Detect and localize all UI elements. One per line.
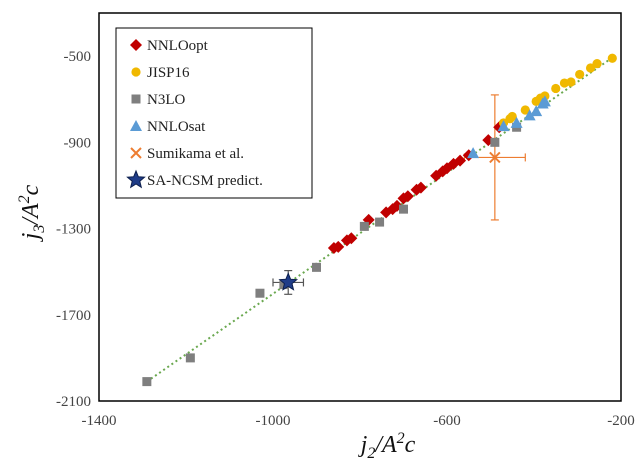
y-tick-label: -500 bbox=[64, 49, 92, 65]
y-tick-label: -1300 bbox=[56, 222, 91, 238]
legend-marker-nnlosat bbox=[130, 120, 142, 131]
nnloopt-point bbox=[454, 154, 467, 167]
y-axis-title-sub: 3 bbox=[31, 225, 48, 234]
nnlosat-point bbox=[497, 120, 510, 132]
y-axis-title-sup: 2 bbox=[16, 195, 33, 203]
x-axis-title-sup: 2 bbox=[397, 430, 405, 447]
nnlosat-point bbox=[523, 109, 536, 121]
data-points-layer bbox=[142, 53, 617, 387]
nnlosat-point bbox=[530, 105, 543, 117]
y-axis-title: j3/A2c bbox=[16, 184, 48, 242]
jisp16-point bbox=[592, 59, 602, 69]
sumikama-et-al-point bbox=[489, 151, 501, 164]
legend-label-nnloopt: NNLOopt bbox=[147, 38, 209, 54]
nnlosat-point bbox=[538, 95, 551, 107]
x-axis-title-base: j bbox=[358, 432, 368, 458]
y-axis-title-mid: /A bbox=[18, 203, 44, 227]
legend: NNLOopt JISP16 N3LO NNLOsat Sumikama et … bbox=[115, 27, 313, 199]
x-axis-title: j2/A2c bbox=[358, 430, 416, 462]
x-tick-label: -1400 bbox=[82, 413, 117, 429]
legend-marker-nnloopt bbox=[130, 39, 142, 51]
y-tick-label: -900 bbox=[64, 135, 92, 151]
jisp16-point bbox=[585, 63, 596, 73]
jisp16-point bbox=[520, 105, 530, 115]
legend-label-sa-ncsm: SA-NCSM predict. bbox=[147, 173, 263, 189]
y-tick-label: -2100 bbox=[56, 394, 91, 410]
y-tick-label: -1700 bbox=[56, 308, 91, 324]
sa-ncsm-predict-point bbox=[278, 272, 299, 291]
n3lo-point bbox=[185, 353, 195, 363]
n3lo-point bbox=[490, 137, 500, 147]
n3lo-point bbox=[312, 262, 321, 272]
legend-label-n3lo: N3LO bbox=[147, 92, 185, 108]
n3lo-point bbox=[142, 377, 152, 387]
plot-frame bbox=[98, 12, 622, 402]
y-axis-title-end: c bbox=[18, 184, 44, 195]
jisp16-point bbox=[566, 77, 576, 87]
n3lo-point bbox=[375, 217, 385, 227]
x-axis-title-end: c bbox=[405, 432, 416, 458]
legend-marker-sa-ncsm-predict bbox=[126, 169, 146, 189]
x-tick-label: -1000 bbox=[256, 413, 291, 429]
nnloopt-point bbox=[332, 240, 345, 253]
legend-marker-jisp16 bbox=[131, 67, 141, 77]
jisp16-point bbox=[575, 69, 585, 80]
nnlosat-point bbox=[467, 147, 480, 159]
legend-box bbox=[115, 27, 313, 199]
jisp16-point bbox=[507, 111, 517, 122]
jisp16-point bbox=[607, 53, 617, 63]
x-axis-title-sub: 2 bbox=[367, 445, 375, 462]
error-bars-layer bbox=[272, 94, 526, 295]
nnloopt-point bbox=[401, 190, 414, 203]
nnloopt-point bbox=[414, 181, 427, 194]
y-axis-title-base: j bbox=[18, 232, 44, 242]
n3lo-point bbox=[255, 288, 265, 298]
x-tick-label: -600 bbox=[433, 413, 461, 429]
x-axis-title-mid: /A bbox=[373, 432, 397, 458]
legend-markers bbox=[126, 39, 146, 189]
nnloopt-point bbox=[345, 232, 358, 245]
legend-label-nnlosat: NNLOsat bbox=[147, 119, 206, 135]
legend-marker-n3lo bbox=[131, 94, 141, 104]
legend-label-jisp16: JISP16 bbox=[147, 65, 190, 81]
nnlosat-point bbox=[510, 116, 523, 128]
legend-marker-sumikama-et-al bbox=[130, 147, 142, 159]
n3lo-point bbox=[359, 221, 369, 231]
y-tick-labels: -500 -900 -1300 -1700 -2100 bbox=[56, 49, 91, 410]
jisp16-point bbox=[551, 83, 561, 94]
legend-label-sumikama: Sumikama et al. bbox=[147, 146, 244, 162]
x-tick-labels: -1400 -1000 -600 -200 bbox=[82, 413, 635, 429]
x-tick-label: -200 bbox=[607, 413, 635, 429]
n3lo-point bbox=[399, 204, 408, 214]
